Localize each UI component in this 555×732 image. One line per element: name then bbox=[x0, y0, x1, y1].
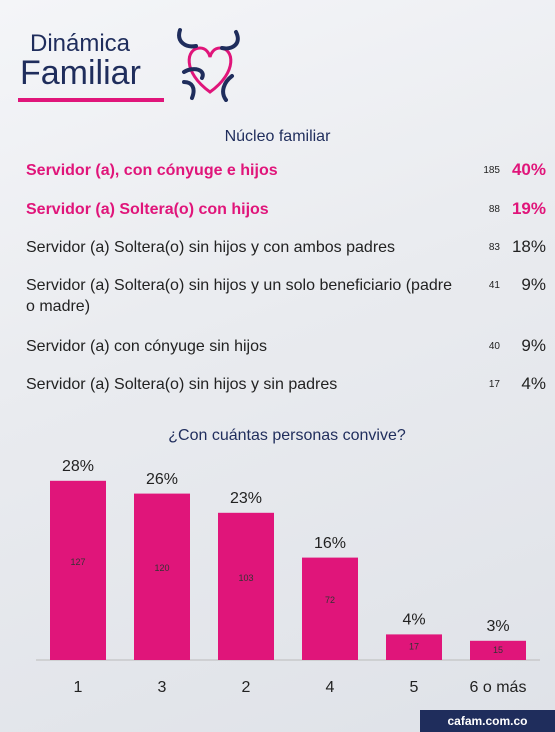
bar bbox=[218, 513, 274, 660]
x-tick-label: 5 bbox=[410, 679, 419, 696]
row-percent: 40% bbox=[504, 160, 546, 180]
row-count: 40 bbox=[489, 341, 500, 352]
logo-icon bbox=[172, 26, 248, 102]
value-label: 26% bbox=[146, 471, 178, 488]
value-label: 28% bbox=[62, 458, 94, 475]
logo-title: Familiar bbox=[20, 54, 141, 93]
row-count: 185 bbox=[483, 165, 500, 176]
row-label: Servidor (a) Soltera(o) sin hijos y sin … bbox=[26, 374, 456, 395]
row-percent: 9% bbox=[504, 336, 546, 356]
page: Dinámica Familiar Núcleo familiar Servid… bbox=[0, 0, 555, 732]
value-label: 3% bbox=[486, 618, 509, 635]
section-title: Núcleo familiar bbox=[0, 128, 555, 146]
footer-url: cafam.com.co bbox=[420, 710, 555, 732]
row-label: Servidor (a) Soltera(o) sin hijos y un s… bbox=[26, 275, 456, 317]
bar bbox=[50, 481, 106, 660]
row-count: 41 bbox=[489, 280, 500, 291]
count-label: 17 bbox=[409, 642, 419, 652]
x-tick-label: 6 o más bbox=[470, 679, 527, 696]
row-percent: 19% bbox=[504, 199, 546, 219]
count-label: 15 bbox=[493, 645, 503, 655]
chart: ¿Con cuántas personas convive? 28%127126… bbox=[0, 420, 555, 710]
bar bbox=[302, 558, 358, 660]
x-tick-label: 1 bbox=[74, 679, 83, 696]
x-tick-label: 4 bbox=[326, 679, 335, 696]
x-tick-label: 2 bbox=[242, 679, 251, 696]
row-count: 88 bbox=[489, 204, 500, 215]
row-count: 17 bbox=[489, 379, 500, 390]
count-label: 127 bbox=[70, 557, 85, 567]
row-percent: 18% bbox=[504, 237, 546, 257]
chart-title: ¿Con cuántas personas convive? bbox=[168, 427, 406, 444]
row-label: Servidor (a) con cónyuge sin hijos bbox=[26, 336, 456, 357]
value-label: 16% bbox=[314, 535, 346, 552]
row-label: Servidor (a), con cónyuge e hijos bbox=[26, 160, 456, 181]
value-label: 23% bbox=[230, 490, 262, 507]
bar bbox=[134, 494, 190, 660]
count-label: 103 bbox=[238, 573, 253, 583]
value-label: 4% bbox=[402, 612, 425, 629]
row-count: 83 bbox=[489, 242, 500, 253]
logo-underline bbox=[18, 98, 164, 102]
row-label: Servidor (a) Soltera(o) sin hijos y con … bbox=[26, 237, 456, 258]
count-label: 120 bbox=[154, 563, 169, 573]
row-label: Servidor (a) Soltera(o) con hijos bbox=[26, 199, 456, 220]
row-percent: 4% bbox=[504, 374, 546, 394]
count-label: 72 bbox=[325, 595, 335, 605]
row-percent: 9% bbox=[504, 275, 546, 295]
x-tick-label: 3 bbox=[158, 679, 167, 696]
